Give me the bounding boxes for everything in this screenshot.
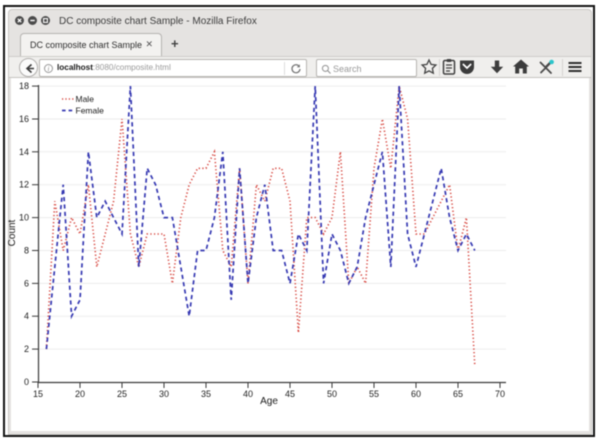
- svg-text:65: 65: [453, 389, 463, 399]
- svg-text:Female: Female: [76, 106, 105, 116]
- svg-text:45: 45: [285, 389, 295, 399]
- svg-text:2: 2: [24, 344, 29, 354]
- svg-text:55: 55: [369, 389, 379, 399]
- svg-text:16: 16: [19, 114, 29, 124]
- svg-text:30: 30: [159, 389, 169, 399]
- svg-text:10: 10: [19, 213, 29, 223]
- svg-text:18: 18: [19, 81, 29, 91]
- svg-text:50: 50: [327, 389, 337, 399]
- svg-text:40: 40: [243, 389, 253, 399]
- svg-text:4: 4: [24, 311, 29, 321]
- svg-text:Male: Male: [76, 94, 95, 104]
- svg-text:8: 8: [24, 246, 29, 256]
- svg-text:6: 6: [24, 278, 29, 288]
- svg-text:70: 70: [495, 389, 505, 399]
- svg-text:Age: Age: [260, 396, 278, 407]
- svg-text:0: 0: [24, 377, 29, 387]
- svg-text:25: 25: [117, 389, 127, 399]
- svg-text:20: 20: [75, 389, 85, 399]
- svg-text:15: 15: [33, 389, 43, 399]
- svg-text:35: 35: [201, 389, 211, 399]
- svg-text:14: 14: [19, 147, 29, 157]
- svg-text:Count: Count: [7, 219, 18, 246]
- svg-text:12: 12: [19, 180, 29, 190]
- svg-text:60: 60: [411, 389, 421, 399]
